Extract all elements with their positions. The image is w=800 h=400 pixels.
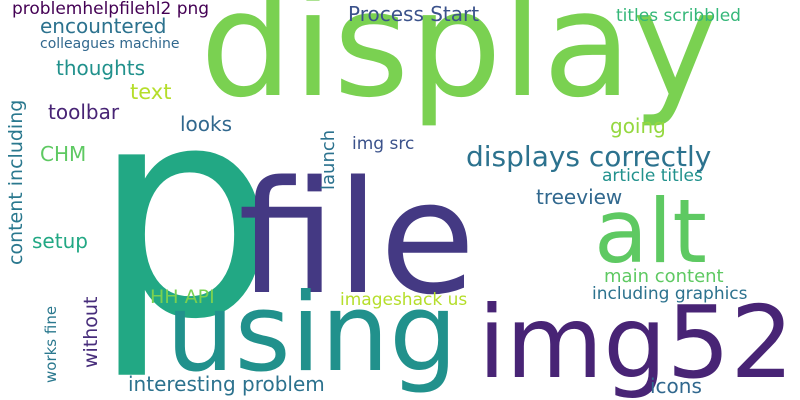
word-process-start: Process Start [348,2,480,26]
word-setup: setup [32,229,88,253]
word-file: file [238,147,476,329]
word-titles-scribbled: titles scribbled [616,6,741,26]
word-treeview: treeview [536,185,623,209]
word-problemhelpfilehl2-png: problemhelpfilehl2 png [12,0,210,19]
word-article-titles: article titles [602,166,703,186]
word-colleagues-machine: colleagues machine [40,36,180,52]
word-displays-correctly: displays correctly [466,140,712,173]
word-toolbar: toolbar [48,100,120,124]
word-using: using [166,271,458,396]
word-icons: icons [650,374,702,398]
word-imageshack-us: imageshack us [340,290,468,310]
word-p: p [92,43,278,383]
word-img527: img527 [478,284,800,400]
word-looks: looks [180,112,233,136]
word-display: display [200,0,719,130]
word-interesting-problem: interesting problem [128,372,325,396]
word-img-src: img src [352,134,415,154]
word-main-content: main content [604,266,724,287]
word-content-including: content including [5,99,27,265]
word-without: without [80,296,102,368]
word-including-graphics: including graphics [592,284,748,304]
word-text: text [130,80,172,104]
word-hh-api: HH API [150,286,215,308]
word-going: going [610,114,666,138]
word-works-fine: works fine [42,305,60,383]
word-encountered: encountered [40,14,167,38]
word-thoughts: thoughts [56,56,146,80]
word-chm: CHM [40,142,87,166]
word-alt: alt [594,180,707,283]
word-launch: launch [318,129,339,190]
